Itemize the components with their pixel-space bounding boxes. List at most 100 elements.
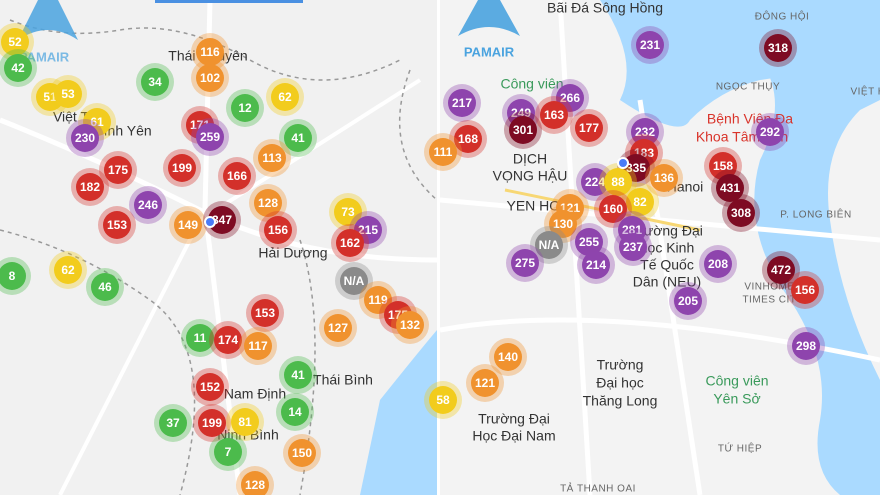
aqi-marker[interactable]: 81 <box>226 403 264 441</box>
aqi-marker[interactable]: 177 <box>570 109 608 147</box>
marker-dot <box>141 68 169 96</box>
marker-value: 136 <box>654 171 674 185</box>
marker-dot <box>599 195 627 223</box>
aqi-marker[interactable]: 175 <box>99 151 137 189</box>
aqi-marker[interactable]: 150 <box>283 434 321 472</box>
aqi-marker[interactable]: 127 <box>319 309 357 347</box>
aqi-marker[interactable]: 111 <box>424 133 462 171</box>
aqi-marker[interactable]: 301 <box>504 111 542 149</box>
aqi-marker[interactable]: 163 <box>535 96 573 134</box>
aqi-marker[interactable]: 431 <box>711 169 749 207</box>
aqi-marker[interactable]: 230 <box>66 119 104 157</box>
marker-dot <box>91 273 119 301</box>
aqi-marker[interactable]: 237 <box>614 228 652 266</box>
marker-dot <box>604 168 632 196</box>
aqi-marker[interactable]: 11 <box>181 319 219 357</box>
marker-value: 127 <box>328 321 348 335</box>
aqi-marker[interactable]: 37 <box>154 404 192 442</box>
aqi-marker[interactable]: 14 <box>276 393 314 431</box>
aqi-marker[interactable]: 121 <box>466 364 504 402</box>
aqi-marker[interactable]: 182 <box>71 168 109 206</box>
aqi-marker[interactable]: 156 <box>786 271 824 309</box>
aqi-marker[interactable]: 231 <box>631 26 669 64</box>
aqi-marker[interactable]: 153 <box>246 294 284 332</box>
aqi-marker[interactable]: 102 <box>191 59 229 97</box>
marker-dot <box>54 256 82 284</box>
marker-dot <box>716 174 744 202</box>
marker-dot <box>214 326 242 354</box>
aqi-marker[interactable]: 128 <box>236 466 274 500</box>
marker-value: 153 <box>255 306 275 320</box>
aqi-marker[interactable]: 62 <box>266 78 304 116</box>
aqi-marker[interactable]: 224 <box>576 163 614 201</box>
aqi-marker[interactable]: 42 <box>0 49 37 87</box>
aqi-marker[interactable]: 132 <box>391 306 429 344</box>
aqi-marker[interactable]: 160 <box>594 190 632 228</box>
marker-value: 14 <box>288 405 302 419</box>
aqi-marker[interactable]: 8 <box>0 257 31 295</box>
marker-value: 174 <box>218 333 238 347</box>
marker-dot <box>535 231 563 259</box>
aqi-marker[interactable]: 205 <box>669 282 707 320</box>
aqi-marker[interactable]: 217 <box>443 84 481 122</box>
aqi-marker[interactable]: 52 <box>0 23 34 61</box>
aqi-marker[interactable]: 152 <box>191 368 229 406</box>
aqi-marker[interactable]: 232 <box>626 113 664 151</box>
marker-dot <box>454 125 482 153</box>
aqi-marker[interactable]: 117 <box>239 327 277 365</box>
aqi-marker[interactable]: 214 <box>577 246 615 284</box>
aqi-marker[interactable]: 136 <box>645 159 683 197</box>
marker-value: 128 <box>258 196 278 210</box>
aqi-marker[interactable]: 7 <box>209 433 247 471</box>
aqi-marker[interactable]: 41 <box>279 119 317 157</box>
aqi-marker[interactable]: 174 <box>209 321 247 359</box>
place-label: Nam Định <box>224 386 286 402</box>
aqi-marker[interactable]: 58 <box>424 381 462 419</box>
marker-value: 73 <box>341 205 355 219</box>
aqi-marker[interactable]: 46 <box>86 268 124 306</box>
aqi-marker[interactable]: 275 <box>506 244 544 282</box>
aqi-marker[interactable]: 156 <box>259 211 297 249</box>
aqi-marker[interactable]: 113 <box>253 139 291 177</box>
aqi-marker[interactable]: 88 <box>599 163 637 201</box>
marker-dot <box>159 409 187 437</box>
aqi-marker[interactable]: 116 <box>191 33 229 71</box>
aqi-marker[interactable]: 128 <box>249 184 287 222</box>
aqi-marker[interactable]: 162 <box>331 224 369 262</box>
aqi-marker[interactable]: N/A <box>530 226 568 264</box>
aqi-marker[interactable]: 266 <box>551 79 589 117</box>
aqi-marker[interactable]: 308 <box>722 194 760 232</box>
aqi-marker[interactable]: 199 <box>163 149 201 187</box>
aqi-marker[interactable]: 149 <box>169 206 207 244</box>
aqi-marker[interactable]: 166 <box>218 157 256 195</box>
aqi-marker[interactable]: N/A <box>335 262 373 300</box>
marker-dot <box>709 152 737 180</box>
aqi-marker[interactable]: 158 <box>704 147 742 185</box>
aqi-marker[interactable]: 199 <box>193 404 231 442</box>
aqi-marker[interactable]: 153 <box>98 206 136 244</box>
marker-dot <box>581 168 609 196</box>
aqi-marker[interactable]: 318 <box>759 29 797 67</box>
aqi-marker[interactable]: 259 <box>191 118 229 156</box>
marker-dot <box>511 249 539 277</box>
marker-value: 301 <box>513 123 533 137</box>
marker-dot <box>196 123 224 151</box>
aqi-marker[interactable]: 168 <box>449 120 487 158</box>
logo-text: PAMAIR <box>464 44 515 59</box>
aqi-marker[interactable]: 292 <box>751 113 789 151</box>
aqi-marker[interactable]: 12 <box>226 89 264 127</box>
aqi-marker[interactable]: 41 <box>279 356 317 394</box>
marker-value: 214 <box>586 258 606 272</box>
aqi-marker[interactable]: 246 <box>129 186 167 224</box>
aqi-marker[interactable]: 34 <box>136 63 174 101</box>
aqi-marker[interactable]: 140 <box>489 338 527 376</box>
logo-text: PAMAIR <box>19 49 70 64</box>
marker-dot <box>288 439 316 467</box>
aqi-marker[interactable]: 298 <box>787 327 825 365</box>
aqi-marker[interactable]: 53 <box>49 75 87 113</box>
aqi-marker[interactable]: 347 <box>203 201 241 239</box>
aqi-marker[interactable]: 208 <box>699 245 737 283</box>
aqi-marker[interactable]: 472 <box>762 251 800 289</box>
aqi-marker[interactable]: 82 <box>621 183 659 221</box>
aqi-marker[interactable]: 62 <box>49 251 87 289</box>
